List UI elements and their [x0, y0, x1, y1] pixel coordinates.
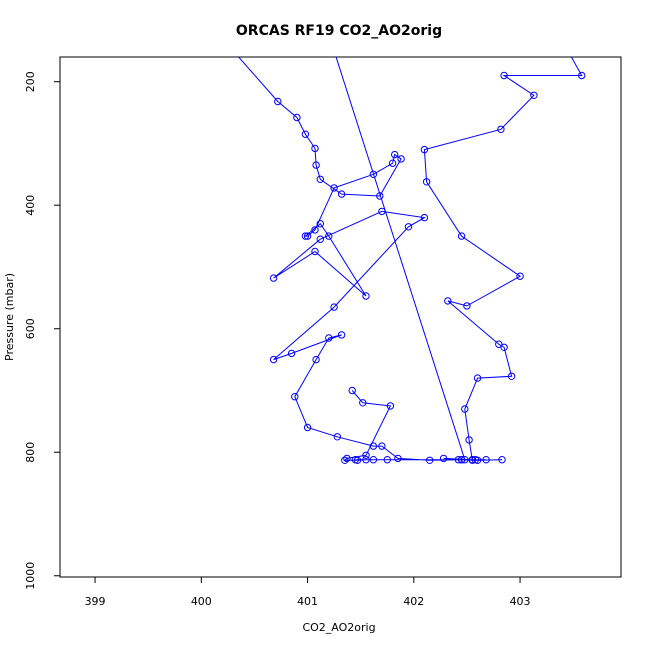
- data-point: [301, 130, 310, 138]
- data-point: [362, 451, 370, 459]
- x-tick-label: 403: [510, 595, 531, 608]
- data-point: [311, 247, 319, 256]
- data-point: [391, 150, 399, 159]
- data-point: [578, 71, 586, 80]
- data-point: [337, 331, 346, 339]
- data-point: [312, 161, 320, 169]
- data-point: [422, 178, 431, 186]
- data-point: [426, 456, 434, 464]
- data-point: [463, 302, 471, 310]
- data-point: [269, 274, 278, 282]
- data-point: [530, 91, 538, 100]
- data-point: [269, 355, 278, 364]
- data-point: [500, 71, 508, 80]
- data-point: [316, 235, 324, 243]
- y-axis-label: Pressure (mbar): [3, 273, 16, 361]
- data-point: [303, 232, 312, 240]
- y-tick-label: 400: [24, 195, 37, 216]
- data-point: [404, 223, 413, 231]
- y-tick-label: 800: [24, 442, 37, 463]
- data-point: [378, 207, 386, 216]
- data-point: [495, 340, 503, 348]
- data-point: [471, 456, 480, 464]
- data-point: [439, 454, 448, 463]
- data-point: [316, 175, 324, 184]
- data-point: [230, 48, 236, 54]
- x-tick-label: 401: [297, 595, 318, 608]
- data-point: [291, 393, 299, 401]
- plot-area: [59, 56, 622, 578]
- data-point: [362, 456, 370, 464]
- data-point: [359, 399, 367, 407]
- data-point: [343, 454, 351, 463]
- data-point: [369, 456, 378, 464]
- data-point: [348, 386, 356, 395]
- data-point: [498, 456, 506, 464]
- y-tick-label: 600: [24, 318, 37, 339]
- series-line: [237, 57, 583, 461]
- x-axis-label: CO2_AO2orig: [302, 621, 375, 634]
- data-point: [386, 402, 395, 410]
- data-point: [325, 232, 333, 240]
- data-point: [369, 170, 378, 179]
- data-point: [312, 355, 320, 364]
- data-point: [325, 334, 333, 342]
- data-point: [383, 456, 391, 464]
- data-point: [293, 113, 301, 122]
- x-tick-label: 400: [191, 595, 212, 608]
- data-point: [330, 303, 338, 311]
- data-point: [337, 190, 346, 198]
- data-point: [287, 349, 296, 358]
- data-point: [316, 220, 324, 228]
- data-point: [397, 155, 405, 163]
- data-point: [333, 433, 341, 441]
- data-point: [468, 456, 476, 464]
- data-point: [516, 272, 524, 280]
- data-point: [369, 442, 378, 450]
- data-point: [303, 423, 312, 432]
- data-point: [497, 125, 505, 134]
- data-point: [420, 145, 429, 154]
- x-tick-label: 402: [403, 595, 424, 608]
- data-point: [500, 343, 508, 351]
- x-axis: 399 400 401 402 403: [85, 577, 531, 608]
- y-axis: 200 400 600 800 1000: [24, 71, 60, 590]
- data-point: [376, 192, 384, 200]
- data-point: [274, 97, 282, 106]
- data-point: [457, 232, 466, 240]
- chart-title: ORCAS RF19 CO2_AO2orig: [236, 23, 442, 39]
- data-point: [331, 48, 337, 54]
- data-point: [362, 292, 370, 300]
- data-point: [330, 184, 338, 192]
- data-point: [507, 372, 516, 380]
- data-point: [473, 374, 482, 382]
- data-point: [457, 456, 466, 464]
- data-point: [482, 456, 490, 464]
- data-point: [311, 144, 319, 153]
- data-point: [394, 454, 402, 463]
- data-point: [341, 456, 349, 464]
- data-point: [465, 436, 473, 444]
- data-point: [420, 213, 429, 222]
- y-tick-label: 200: [24, 71, 37, 92]
- data-point: [444, 297, 452, 305]
- data-point: [353, 456, 362, 464]
- data-point: [311, 226, 319, 234]
- x-tick-label: 399: [85, 595, 106, 608]
- y-tick-label: 1000: [24, 562, 37, 590]
- data-point: [461, 405, 469, 413]
- data-point: [565, 48, 571, 54]
- data-point: [378, 442, 386, 450]
- data-point: [388, 159, 397, 167]
- series-layer: [230, 48, 586, 464]
- data-point: [454, 456, 463, 464]
- data-point: [301, 232, 310, 240]
